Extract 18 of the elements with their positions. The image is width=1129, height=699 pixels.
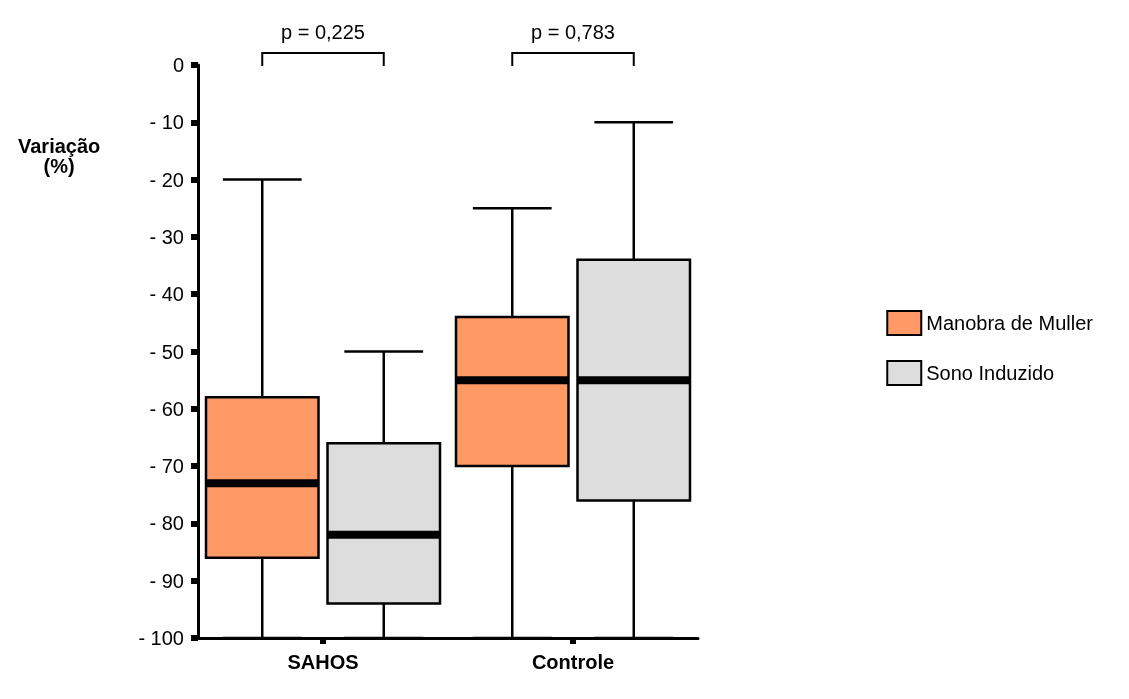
text: p = 0,783 [531,21,615,43]
y-tick-label: - 70 [149,455,184,478]
y-tick-label: - 60 [149,397,184,420]
y-tick-label: - 30 [149,225,184,248]
x-tick-label: SAHOS [287,651,359,673]
y-tick-label: - 10 [149,111,184,134]
text: p = 0,225 [281,21,365,43]
y-tick-label: - 40 [149,283,184,306]
legend-label: Sono Induzido [926,362,1055,384]
y-tick-label: - 80 [149,512,184,535]
y-tick-label: - 50 [149,340,184,363]
y-axis-title: Variação (%) [17,135,101,177]
x-tick-label: Controle [531,651,615,673]
y-tick-label: 0 [172,54,184,76]
y-tick-label: - 20 [149,168,184,191]
y-tick-label: - 90 [149,569,184,592]
legend-label: Manobra de Muller [926,312,1094,334]
y-tick-label: - 100 [138,627,184,649]
